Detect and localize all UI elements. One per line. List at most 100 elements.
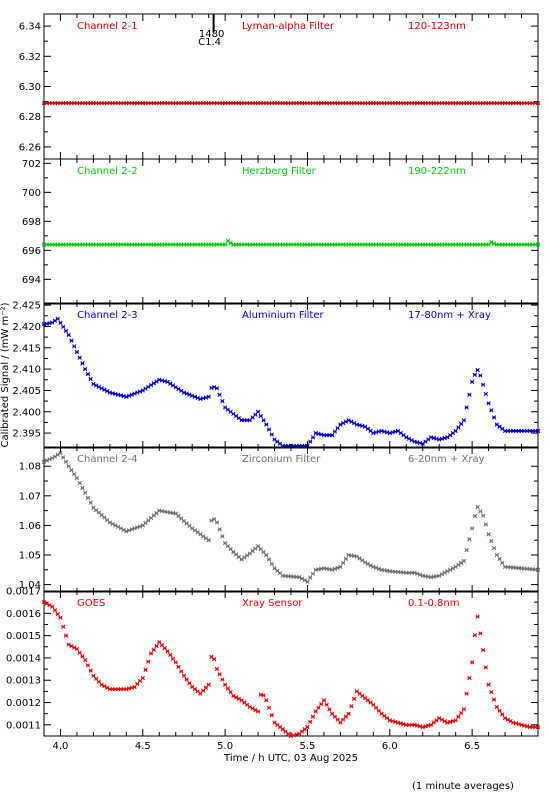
data-point [61,455,66,460]
data-point [535,242,541,247]
data-point [321,698,327,703]
data-point [69,468,74,473]
data-point [467,675,472,681]
data-point [308,719,313,725]
data-point [478,373,483,378]
data-point [486,682,491,687]
data-point [63,633,69,638]
panel-frame [43,13,539,160]
data-point [461,558,467,564]
band-label: 0.1-0.8nm [408,598,460,609]
flare-class-label: C1.4 [198,37,221,48]
y-axis-title: Calibrated Signal / (mW m⁻²) [0,302,11,447]
data-point [500,712,505,717]
data-point [459,710,464,716]
data-point [72,471,77,477]
channel-label: GOES [77,598,105,609]
panel-frame [43,158,539,305]
data-point [483,665,489,670]
filter-label: Lyman-alpha Filter [242,21,335,32]
data-point [464,691,469,696]
data-point [258,413,263,419]
data-point [308,575,313,580]
data-point [190,526,195,531]
data-point [239,557,244,562]
data-point [261,693,266,698]
data-point [340,560,346,566]
data-point [264,422,269,427]
data-point [80,361,85,366]
channel-label: Channel 2-2 [77,166,138,177]
data-point [83,490,88,496]
y-tick-label: 694 [22,275,41,286]
data-point [453,718,458,723]
data-point [308,439,313,444]
data-point [220,398,225,404]
series-points [41,450,541,584]
data-point [491,697,497,702]
series-points [41,238,541,247]
data-point [74,349,80,355]
data-point [266,705,272,710]
data-point [469,526,475,531]
data-point [50,604,55,609]
x-tick-label: 5.0 [217,741,233,752]
data-point [242,555,247,560]
y-tick-label: 2.410 [12,365,41,376]
data-point [459,421,464,426]
data-point [327,707,332,712]
panel-frame [43,302,539,449]
data-point [489,689,494,695]
data-point [77,480,82,486]
y-tick-label: 2.425 [12,301,41,312]
data-point [222,242,228,247]
data-point [472,513,478,519]
y-tick-label: 2.400 [12,407,41,418]
channel-label: Channel 2-3 [77,310,138,321]
channel-label: Channel 2-1 [77,21,138,32]
data-point [480,647,486,653]
data-point [456,562,461,568]
data-point [535,428,541,434]
data-point [255,409,261,414]
panel-frame [43,590,539,737]
data-point [217,672,222,677]
flare-marker-label: 1480 [199,29,224,40]
data-point [266,557,272,562]
x-tick-label: 4.0 [53,741,69,752]
data-point [212,657,217,662]
data-point [491,545,497,551]
data-point [52,608,58,613]
x-tick-label: 4.5 [135,741,151,752]
data-point [74,646,80,652]
data-point [480,513,486,518]
data-point [176,664,181,669]
data-point [85,371,91,377]
averaging-note: (1 minute averages) [412,781,514,792]
data-point [88,500,93,505]
data-point [83,658,88,663]
x-tick-label: 6.0 [382,741,398,752]
series-points [41,600,541,739]
data-point [212,517,217,522]
data-point [266,427,272,432]
data-point [491,415,497,420]
data-point [74,475,80,481]
data-point [261,418,266,423]
data-point [497,708,502,713]
series-points [41,100,541,106]
data-point [146,659,151,664]
y-tick-label: 700 [22,188,41,199]
series-points [41,316,541,449]
data-point [475,504,480,510]
data-point [486,532,491,537]
data-point [214,666,220,672]
data-point [214,386,220,391]
band-label: 120-123nm [408,21,466,32]
data-point [335,425,340,431]
data-point [55,611,60,617]
y-tick-label: 698 [22,217,41,228]
data-point [475,368,480,373]
data-point [55,316,60,321]
data-point [148,651,154,656]
